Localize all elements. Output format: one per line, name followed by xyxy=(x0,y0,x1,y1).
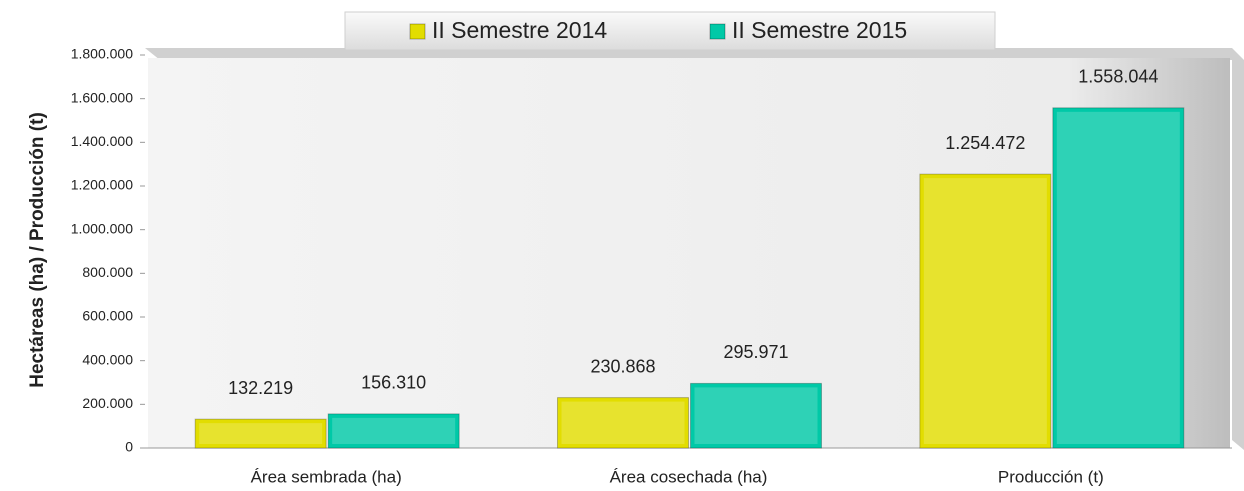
value-label: 1.254.472 xyxy=(945,133,1025,153)
bar-highlight xyxy=(923,178,1047,445)
x-tick-label: Área sembrada (ha) xyxy=(251,467,402,486)
value-label: 230.868 xyxy=(590,356,655,376)
bar xyxy=(557,397,689,449)
bar-highlight xyxy=(1056,111,1180,444)
bar xyxy=(194,418,327,449)
y-tick-label: 1.400.000 xyxy=(71,133,133,149)
bar-highlight xyxy=(694,387,818,444)
y-tick-label: 1.600.000 xyxy=(71,89,133,105)
legend-label: II Semestre 2014 xyxy=(432,17,607,43)
value-label: 156.310 xyxy=(361,373,426,393)
bar xyxy=(327,413,460,449)
legend-box xyxy=(344,11,996,51)
y-tick-label: 400.000 xyxy=(82,351,133,367)
legend-label: II Semestre 2015 xyxy=(732,17,907,43)
bar xyxy=(919,173,1052,449)
bar xyxy=(1052,107,1185,449)
legend-marker xyxy=(709,23,726,40)
bar-highlight xyxy=(332,417,456,444)
y-tick-label: 1.800.000 xyxy=(71,46,133,62)
y-tick-label: 800.000 xyxy=(82,264,133,280)
x-tick-label: Área cosechada (ha) xyxy=(610,467,768,486)
x-tick-label: Producción (t) xyxy=(998,467,1104,486)
value-label: 295.971 xyxy=(723,342,788,362)
y-tick-label: 0 xyxy=(125,439,133,455)
y-tick-label: 600.000 xyxy=(82,308,133,324)
y-tick-label: 200.000 xyxy=(82,395,133,411)
y-tick-label: 1.000.000 xyxy=(71,220,133,236)
bar xyxy=(690,382,822,449)
value-label: 132.219 xyxy=(228,378,293,398)
bar-highlight xyxy=(561,401,685,444)
value-label: 1.558.044 xyxy=(1078,67,1158,87)
bar-highlight xyxy=(199,423,323,444)
y-axis-title: Hectáreas (ha) / Producción (t) xyxy=(27,112,48,388)
y-tick-label: 1.200.000 xyxy=(71,177,133,193)
legend-marker xyxy=(409,23,426,40)
